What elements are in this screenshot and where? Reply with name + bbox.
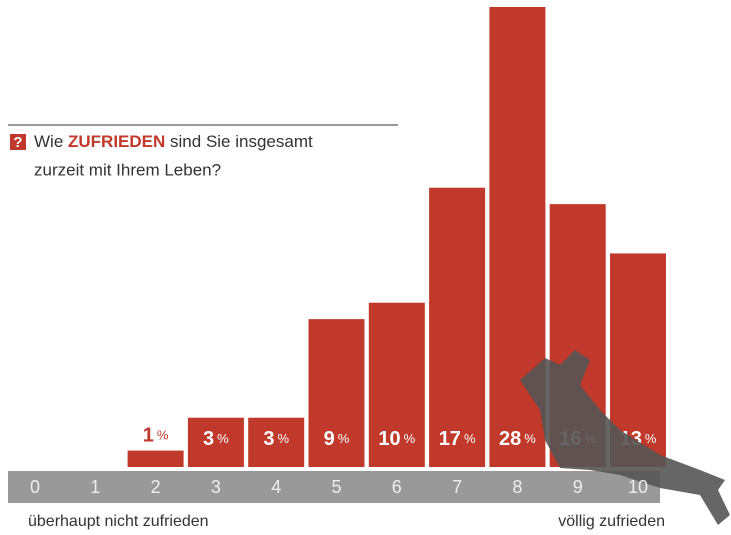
value-label: 3% [263, 428, 289, 450]
bar [127, 450, 184, 467]
chart-title-line2: zurzeit mit Ihrem Leben? [34, 160, 221, 179]
value-label: 10% [378, 428, 415, 450]
value-label: 28% [499, 428, 536, 450]
x-tick-label: 7 [452, 477, 462, 497]
x-tick-label: 6 [392, 477, 402, 497]
axis-high-label: völlig zufrieden [558, 513, 665, 530]
value-label: 1% [143, 425, 169, 447]
title-post: sind Sie insgesamt [170, 132, 313, 151]
x-tick-label: 4 [271, 477, 281, 497]
value-label: 9% [324, 428, 350, 450]
bar [429, 187, 486, 467]
x-tick-label: 8 [512, 477, 522, 497]
x-tick-label: 9 [573, 477, 583, 497]
value-label: 17% [439, 428, 476, 450]
x-tick-label: 3 [211, 477, 221, 497]
chart-title: Wie ZUFRIEDEN sind Sie insgesamt [34, 132, 313, 151]
silhouette [520, 350, 730, 525]
x-tick-label: 2 [151, 477, 161, 497]
bar [308, 319, 365, 467]
axis-low-label: überhaupt nicht zufrieden [28, 513, 209, 530]
value-label: 3% [203, 428, 229, 450]
axis-band [8, 471, 660, 503]
question-icon [10, 134, 26, 150]
question-mark: ? [13, 134, 22, 151]
bar [187, 417, 244, 467]
bar [368, 302, 425, 467]
title-pre: Wie [34, 132, 63, 151]
bar [248, 417, 305, 467]
x-tick-label: 5 [331, 477, 341, 497]
x-tick-label: 0 [30, 477, 40, 497]
title-highlight: ZUFRIEDEN [68, 132, 165, 151]
x-tick-label: 1 [90, 477, 100, 497]
x-tick-label: 10 [628, 477, 648, 497]
